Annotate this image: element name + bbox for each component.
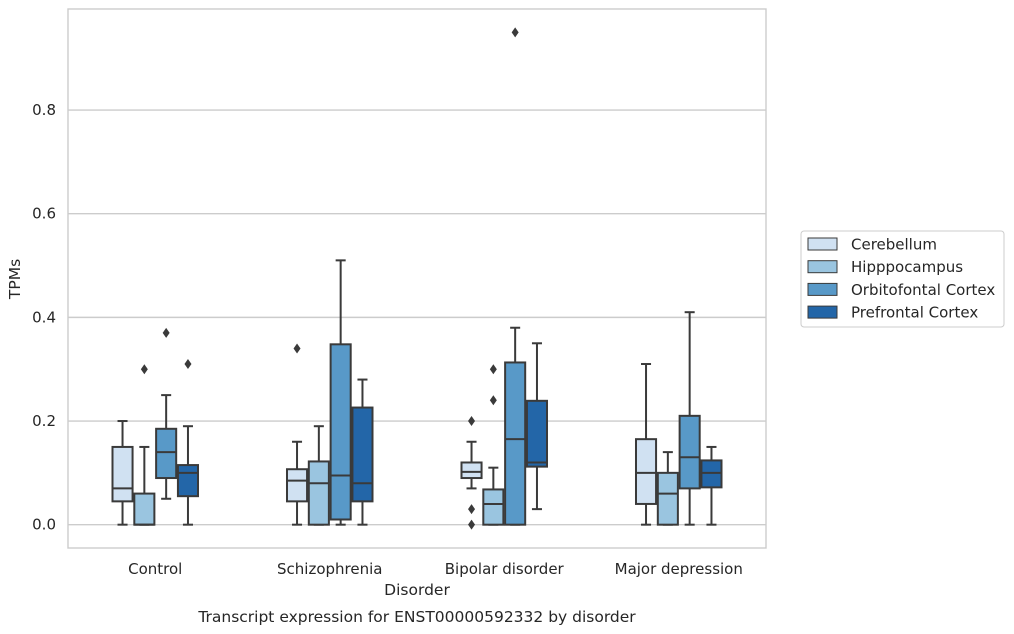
y-axis-title: TPMs <box>6 259 24 300</box>
box-orbitofontal-cortex <box>329 259 352 526</box>
box-body <box>307 460 330 526</box>
legend-swatch <box>807 282 838 296</box>
box-hipppocampus <box>482 364 505 526</box>
box-prefrontal-cortex <box>351 378 374 526</box>
legend-swatch <box>807 260 838 274</box>
x-tick-labels: Control Schizophrenia Bipolar disorder Majo… <box>128 560 743 578</box>
box-body <box>329 343 352 521</box>
y-tick-label: 0.2 <box>32 412 56 430</box>
outlier-point <box>489 395 497 406</box>
box-orbitofontal-cortex <box>678 311 701 526</box>
box-hipppocampus <box>133 364 156 526</box>
box-body <box>111 445 134 503</box>
box-cerebellum <box>285 343 309 526</box>
x-axis-title: Disorder <box>384 581 450 599</box>
box-body <box>133 492 156 526</box>
x-tick-label: Schizophrenia <box>277 560 382 578</box>
x-tick-label: Bipolar disorder <box>445 560 565 578</box>
chart-title: Transcript expression for ENST0000059233… <box>197 608 636 626</box>
legend-label: Hipppocampus <box>851 258 963 276</box>
box-prefrontal-cortex <box>176 359 200 526</box>
y-tick-label: 0.0 <box>32 516 56 534</box>
outlier-point <box>293 343 301 354</box>
outlier-point <box>468 504 476 515</box>
box-hipppocampus <box>307 425 330 526</box>
x-tick-label: Control <box>128 560 182 578</box>
y-tick-labels: 0.0 0.2 0.4 0.6 0.8 <box>32 101 56 534</box>
box-cerebellum <box>634 363 658 526</box>
plot-area-frame <box>67 8 767 549</box>
legend-swatch <box>807 237 838 251</box>
legend-swatch <box>807 305 838 319</box>
box-body <box>285 468 309 503</box>
box-orbitofontal-cortex <box>155 327 178 500</box>
outlier-point <box>489 364 497 375</box>
legend-label: Orbitofontal Cortex <box>851 281 995 299</box>
box-body <box>678 414 701 490</box>
box-orbitofontal-cortex <box>504 27 527 526</box>
y-tick-label: 0.6 <box>32 205 56 223</box>
box-body <box>482 488 505 526</box>
box-body <box>155 427 178 480</box>
box-hipppocampus <box>656 451 679 526</box>
outlier-point <box>511 27 519 38</box>
legend-label: Cerebellum <box>851 236 937 254</box>
legend: Cerebellum Hipppocampus Orbitofontal Corte… <box>800 230 1005 328</box>
box-cerebellum <box>111 420 134 526</box>
box-body <box>176 464 200 498</box>
box-body <box>634 438 658 505</box>
box-prefrontal-cortex <box>525 342 549 511</box>
box-prefrontal-cortex <box>700 445 723 526</box>
legend-label: Prefrontal Cortex <box>851 304 978 322</box>
x-tick-label: Major depression <box>615 560 743 578</box>
box-body <box>504 361 527 526</box>
box-body <box>525 399 549 468</box>
outlier-point <box>468 416 476 427</box>
y-tick-label: 0.4 <box>32 308 56 326</box>
legend-frame <box>800 230 1005 328</box>
outlier-point <box>140 364 148 375</box>
box-body <box>460 461 483 480</box>
y-tick-label: 0.8 <box>32 101 56 119</box>
outlier-point <box>184 359 192 370</box>
outlier-point <box>468 519 476 530</box>
outlier-point <box>162 327 170 338</box>
box-body <box>656 471 679 526</box>
box-body <box>351 406 374 503</box>
box-body <box>700 459 723 489</box>
boxes <box>111 27 723 530</box>
box-cerebellum <box>460 416 483 530</box>
